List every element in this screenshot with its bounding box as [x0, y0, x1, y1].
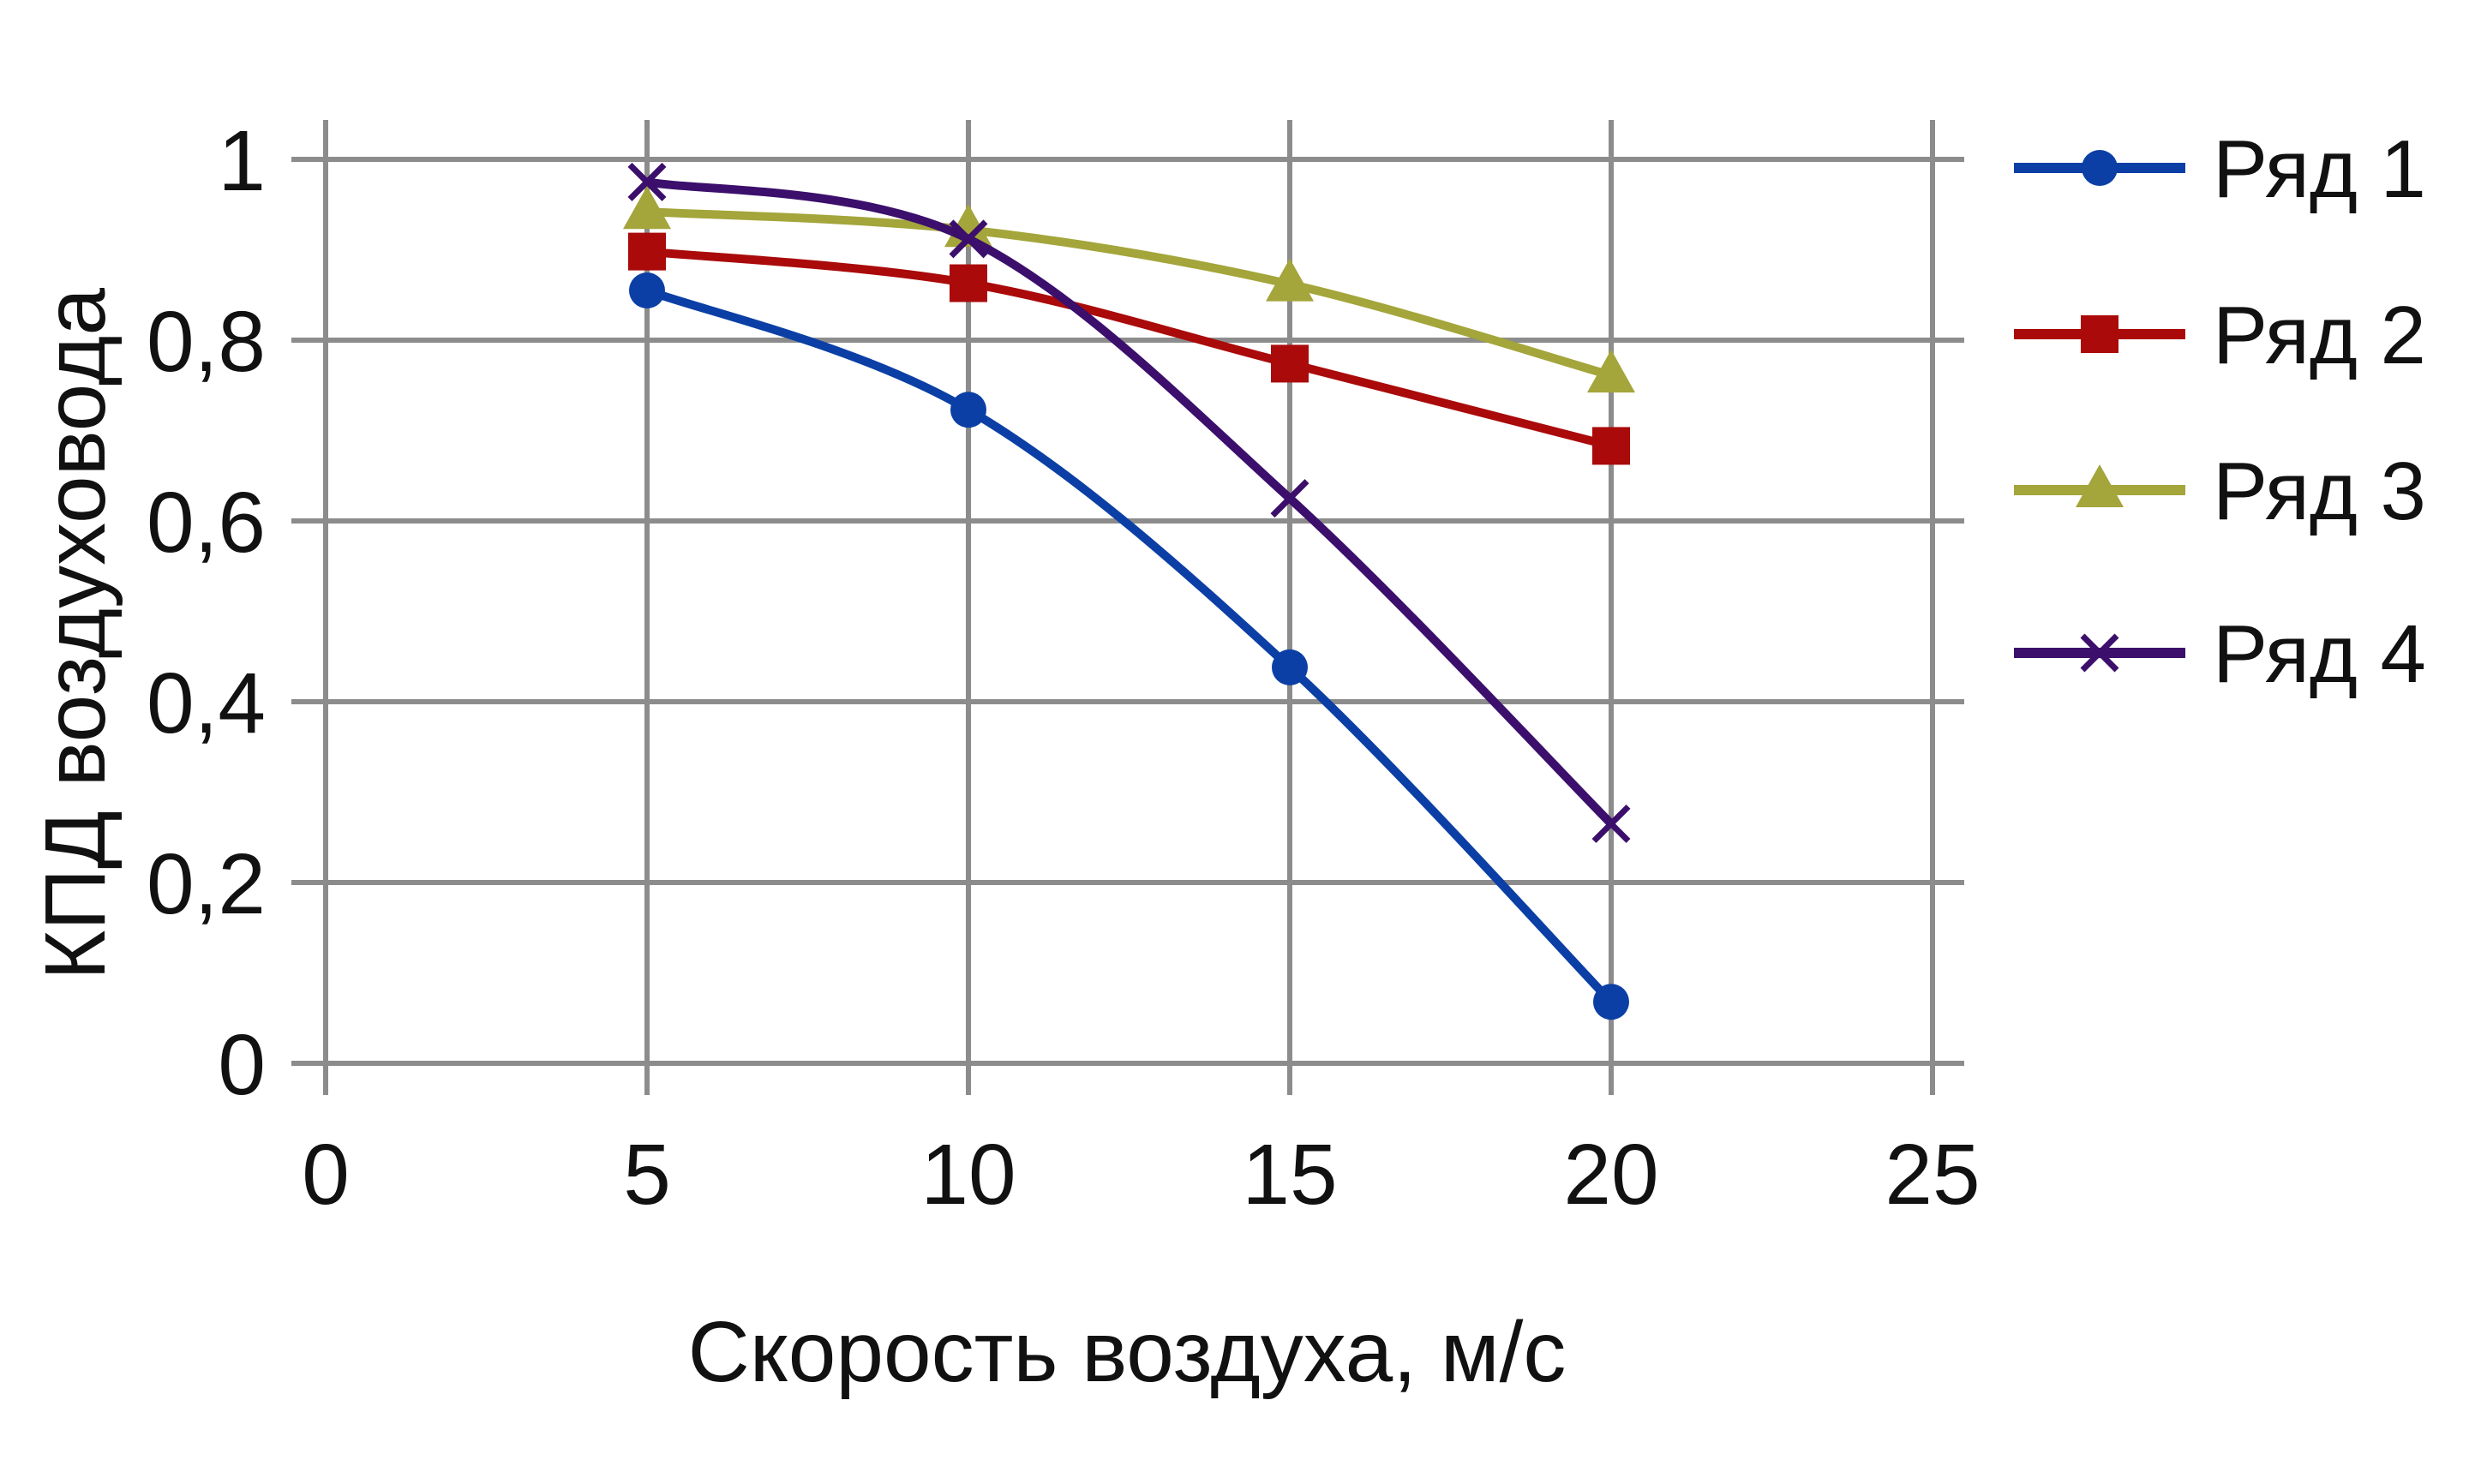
y-tick-label: 0,4 [147, 655, 266, 751]
plot-area [623, 162, 1635, 1020]
series-4 [627, 162, 1631, 843]
y-tick-label: 0,2 [147, 836, 266, 932]
data-point [627, 162, 667, 201]
x-tick-label: 5 [623, 1127, 671, 1223]
data-point [1272, 649, 1308, 685]
legend-marker [2081, 315, 2118, 353]
legend-label: Ряд 2 [2213, 290, 2426, 381]
data-point [949, 219, 988, 259]
legend-label: Ряд 3 [2213, 446, 2426, 537]
legend-marker [2076, 464, 2124, 507]
y-tick-labels: 0 0,2 0,4 0,6 0,8 1 [147, 113, 266, 1113]
series-3 [623, 186, 1635, 393]
x-tick-label: 15 [1242, 1127, 1337, 1223]
x-tick-label: 10 [920, 1127, 1016, 1223]
series-line [643, 177, 1615, 829]
legend: Ряд 1 Ряд 2 Ряд 3 Ряд 4 [2014, 123, 2426, 700]
legend-marker [2082, 150, 2118, 186]
legend-label: Ряд 1 [2213, 123, 2426, 215]
data-point [1266, 258, 1314, 302]
y-tick-label: 0,8 [147, 294, 266, 390]
legend-entry: Ряд 2 [2014, 290, 2426, 381]
legend-entry: Ряд 1 [2014, 123, 2426, 215]
data-point [950, 264, 987, 302]
data-point [950, 392, 986, 428]
legend-label: Ряд 4 [2213, 608, 2426, 700]
x-axis-title: Скорость воздуха, м/с [688, 1304, 1567, 1400]
series-line [643, 285, 1615, 1007]
data-point [628, 232, 666, 271]
series-1 [629, 272, 1629, 1020]
y-axis-title: КПД воздуховода [27, 288, 123, 980]
data-point [1592, 427, 1630, 465]
x-tick-labels: 0 5 10 15 20 25 [302, 1127, 1980, 1223]
y-tick-label: 0,6 [147, 475, 266, 571]
data-point [1270, 479, 1309, 518]
series-line [643, 207, 1615, 380]
x-tick-label: 0 [302, 1127, 350, 1223]
series-2 [628, 232, 1630, 465]
legend-entry: Ряд 4 [2014, 608, 2426, 700]
x-tick-label: 25 [1885, 1127, 1980, 1223]
grid [291, 120, 1964, 1095]
data-point [1591, 804, 1631, 843]
legend-entry: Ряд 3 [2014, 446, 2426, 537]
data-point [623, 186, 671, 230]
y-tick-label: 1 [218, 113, 266, 209]
series-line [643, 247, 1615, 451]
data-point [1587, 350, 1635, 393]
data-point [1271, 344, 1309, 383]
data-point [1593, 984, 1629, 1020]
data-point [629, 272, 665, 308]
y-tick-label: 0 [218, 1017, 266, 1113]
x-tick-label: 20 [1563, 1127, 1658, 1223]
legend-marker [2080, 633, 2119, 673]
